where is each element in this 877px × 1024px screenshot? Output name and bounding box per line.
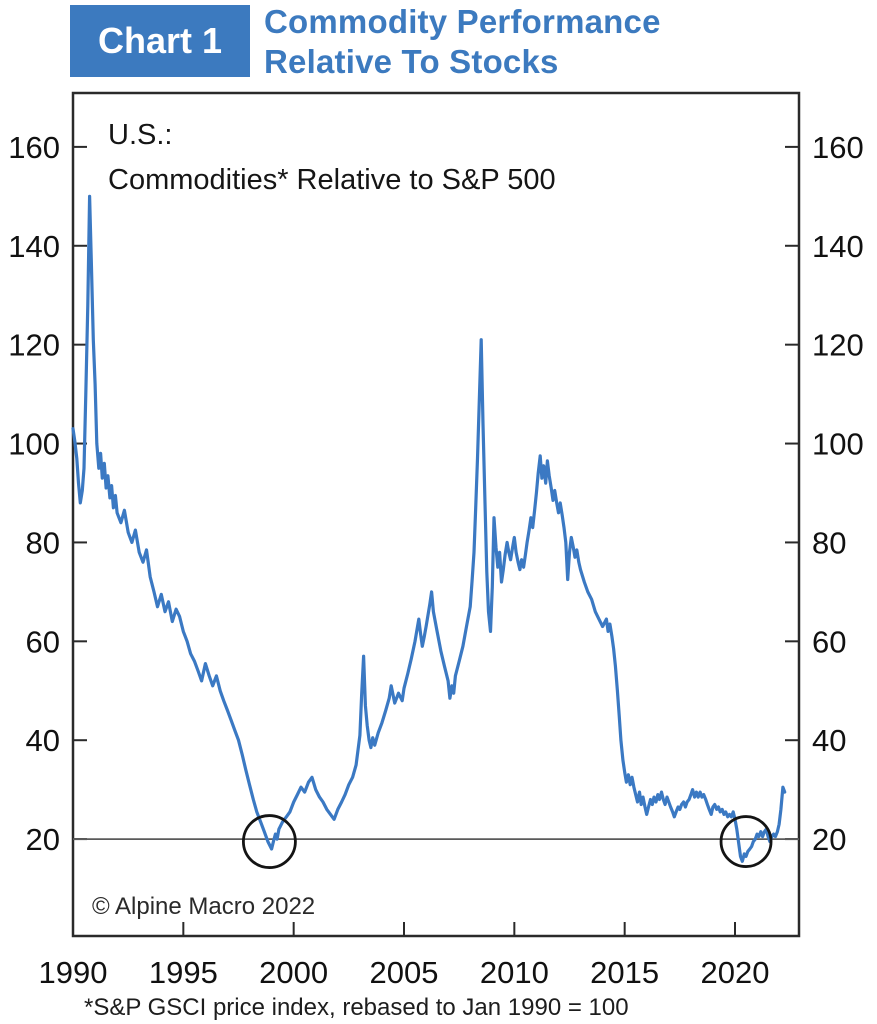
chart-footnote: *S&P GSCI price index, rebased to Jan 19… (84, 994, 629, 1021)
plot-subtitle: U.S.: Commodities* Relative to S&P 500 (108, 113, 556, 203)
plot-border (71, 91, 801, 938)
y-axis-label-right: 60 (812, 624, 846, 659)
y-axis-label-right: 140 (812, 229, 864, 264)
plot-subtitle-line2: Commodities* Relative to S&P 500 (108, 164, 556, 196)
y-axis-label-right: 80 (812, 525, 846, 560)
x-axis-label: 1995 (149, 955, 218, 990)
y-axis-label-right: 120 (812, 328, 864, 363)
y-axis-label-left: 100 (8, 427, 60, 462)
y-axis-label-left: 140 (8, 229, 60, 264)
copyright-notice: © Alpine Macro 2022 (92, 893, 316, 920)
y-axis-label-left: 160 (8, 130, 60, 165)
y-axis-label-left: 120 (8, 328, 60, 363)
chart-title-line2: Relative To Stocks (264, 43, 559, 80)
chart-title-line1: Commodity Performance (264, 3, 661, 40)
chart-number-badge: Chart 1 (70, 5, 250, 77)
commodities-relative-line (71, 194, 787, 863)
annotation-circle (241, 814, 297, 869)
x-axis-label: 2015 (590, 955, 659, 990)
y-axis-label-right: 160 (812, 130, 864, 165)
y-axis-label-left: 20 (26, 822, 60, 857)
y-axis-label-right: 40 (812, 723, 846, 758)
x-axis-label: 2010 (480, 955, 549, 990)
annotation-circle (719, 815, 773, 868)
y-axis-label-right: 20 (812, 822, 846, 857)
x-axis-label: 2020 (701, 955, 770, 990)
y-axis-label-left: 40 (26, 723, 60, 758)
y-axis-label-left: 80 (26, 525, 60, 560)
chart-number-label: Chart 1 (97, 20, 223, 61)
x-axis-label: 1990 (39, 955, 108, 990)
y-axis-label-left: 60 (26, 624, 60, 659)
y-axis-label-right: 100 (812, 427, 864, 462)
x-axis-label: 2005 (370, 955, 439, 990)
chart-title: Commodity Performance Relative To Stocks (264, 2, 661, 82)
plot-subtitle-line1: U.S.: (108, 119, 173, 151)
x-axis-label: 2000 (259, 955, 328, 990)
